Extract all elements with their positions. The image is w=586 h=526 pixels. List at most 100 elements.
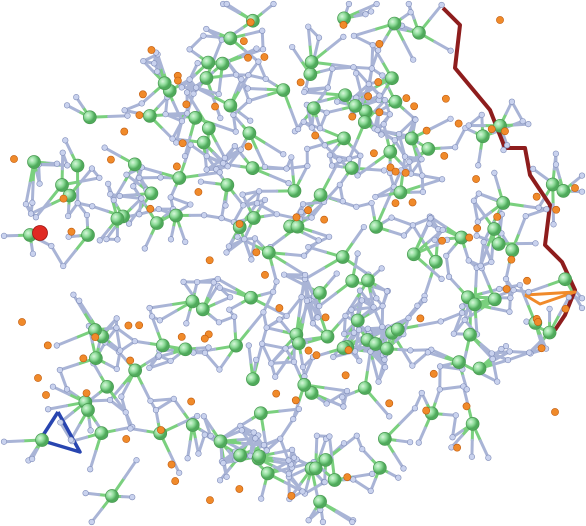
ion <box>172 162 181 171</box>
leaf-atom <box>301 88 308 96</box>
bond <box>171 119 184 141</box>
ion <box>523 276 531 285</box>
hub-atom <box>380 341 394 356</box>
hub-atom <box>261 245 276 260</box>
bond <box>108 383 125 402</box>
leaf-atom <box>214 275 221 283</box>
hub-atom <box>35 433 49 447</box>
leaf-atom <box>353 432 360 439</box>
bond <box>410 350 430 368</box>
leaf-atom <box>303 297 310 305</box>
ion <box>126 356 135 365</box>
ion <box>343 473 352 482</box>
bond <box>518 283 530 306</box>
leaf-atom <box>395 131 403 138</box>
bond <box>189 143 209 158</box>
ion <box>304 206 312 215</box>
leaf-atom <box>345 0 353 8</box>
leaf-atom <box>342 312 349 319</box>
leaf-atom <box>182 238 189 246</box>
leaf-atom <box>220 160 227 167</box>
bond <box>429 117 453 131</box>
hub-atom <box>361 273 375 288</box>
leaf-atom <box>285 180 292 187</box>
bond <box>216 277 236 290</box>
leaf-atom <box>118 393 125 400</box>
bond <box>352 34 375 47</box>
bond <box>376 128 401 136</box>
leaf-atom <box>350 476 357 483</box>
hub-atom <box>89 351 103 366</box>
leaf-atom <box>350 64 357 71</box>
leaf-atom <box>308 124 315 131</box>
bond <box>438 384 465 391</box>
ion <box>296 78 305 87</box>
leaf-atom <box>113 324 120 331</box>
ion <box>206 496 214 505</box>
ion <box>211 102 219 111</box>
leaf-atom <box>357 152 364 159</box>
hub-atom <box>404 131 419 146</box>
leaf-atom <box>355 326 363 334</box>
leaf-atom <box>146 304 153 312</box>
bond <box>356 162 376 177</box>
bond <box>158 309 178 322</box>
leaf-atom <box>290 416 297 423</box>
hub-atom <box>306 101 321 116</box>
leaf-atom <box>121 107 128 114</box>
leaf-atom <box>380 167 388 174</box>
leaf-atom <box>195 450 202 457</box>
leaf-atom <box>270 0 277 8</box>
leaf-atom <box>340 403 347 410</box>
leaf-atom <box>136 211 143 218</box>
leaf-atom <box>301 271 309 279</box>
leaf-atom <box>129 494 136 501</box>
leaf-atom <box>522 213 529 220</box>
bond <box>30 180 35 205</box>
leaf-atom <box>276 316 283 323</box>
bond <box>164 111 189 116</box>
ion <box>462 402 471 411</box>
bond <box>397 132 407 159</box>
bond <box>202 414 213 438</box>
ion <box>320 215 329 224</box>
bond <box>34 199 51 219</box>
bond <box>420 174 444 181</box>
hub-atom <box>387 16 402 31</box>
leaf-atom <box>477 262 484 269</box>
leaf-atom <box>32 214 40 221</box>
leaf-atom <box>83 211 91 219</box>
leaf-atom <box>465 257 472 264</box>
leaf-atom <box>105 180 112 187</box>
leaf-atom <box>203 25 210 33</box>
bond <box>112 180 126 202</box>
bond <box>285 295 304 318</box>
leaf-atom <box>220 459 227 467</box>
leaf-atom <box>0 438 8 445</box>
ion <box>34 374 42 382</box>
bond <box>317 292 338 308</box>
bond <box>325 389 349 406</box>
leaf-atom <box>450 330 457 337</box>
ion <box>107 155 115 164</box>
bond <box>147 359 173 370</box>
leaf-atom <box>70 291 77 298</box>
leaf-atom <box>498 345 505 353</box>
leaf-atom <box>372 193 379 201</box>
ion <box>385 399 394 408</box>
ion <box>194 188 203 196</box>
leaf-atom <box>326 433 333 440</box>
bond <box>372 305 384 329</box>
bond <box>531 167 550 182</box>
bond <box>352 28 376 38</box>
leaf-atom <box>400 465 407 472</box>
hub-atom <box>452 355 466 369</box>
leaf-atom <box>336 156 343 163</box>
leaf-atom <box>388 214 395 221</box>
leaf-atom <box>237 146 244 153</box>
leaf-atom <box>375 378 382 385</box>
leaf-atom <box>321 142 328 149</box>
leaf-atom <box>67 436 74 443</box>
